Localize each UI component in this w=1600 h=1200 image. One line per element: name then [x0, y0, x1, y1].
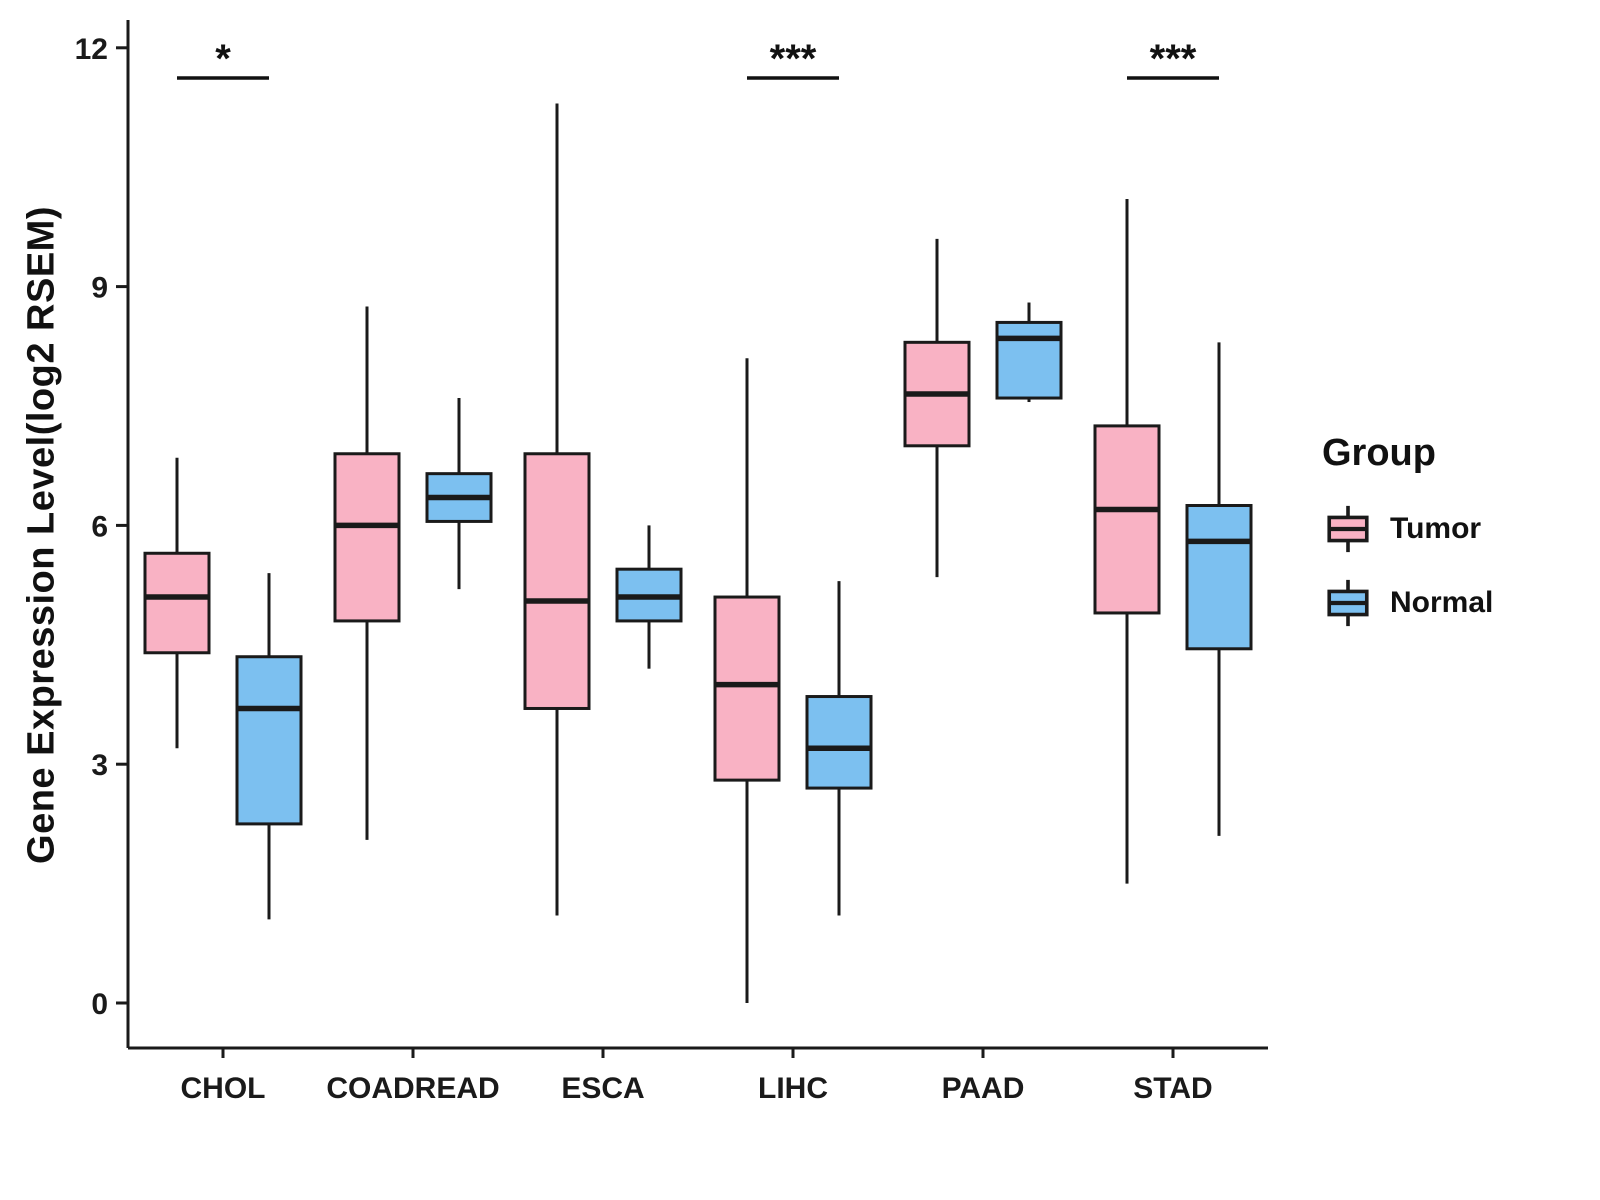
significance-label-chol: *: [215, 37, 231, 81]
legend-entry-tumor: Tumor: [1322, 503, 1493, 555]
significance-label-stad: ***: [1150, 37, 1197, 81]
box-normal-lihc: [805, 695, 873, 790]
legend-entry-normal: Normal: [1322, 577, 1493, 629]
legend-label-normal: Normal: [1390, 586, 1494, 619]
box-tumor-coadread: [333, 452, 401, 623]
box-tumor-esca: [523, 452, 591, 710]
x-tick-label: PAAD: [942, 1072, 1025, 1105]
y-tick-label: 12: [75, 33, 108, 66]
box-tumor-stad: [1093, 424, 1161, 615]
box-normal-stad: [1185, 504, 1253, 651]
y-tick-label: 3: [91, 749, 108, 782]
legend-label-tumor: Tumor: [1390, 512, 1482, 545]
normal-boxplot-glyph: [1327, 579, 1369, 627]
x-tick-label: CHOL: [181, 1072, 266, 1105]
box-tumor-chol: [143, 551, 211, 655]
tumor-boxplot-glyph: [1327, 505, 1369, 553]
x-tick-label: LIHC: [758, 1072, 828, 1105]
y-axis-title: Gene Expression Level(log2 RSEM): [20, 206, 63, 864]
y-tick-label: 6: [91, 510, 108, 543]
box-tumor-lihc: [713, 595, 781, 782]
legend-title: Group: [1322, 432, 1436, 474]
x-tick-label: STAD: [1133, 1072, 1212, 1105]
box-normal-chol: [235, 655, 303, 826]
y-tick-label: 0: [91, 988, 108, 1021]
y-tick-label: 9: [91, 272, 108, 305]
legend: Group Tumor Normal: [1322, 432, 1493, 629]
box-normal-paad: [995, 320, 1063, 400]
significance-label-lihc: ***: [770, 37, 817, 81]
x-tick-label: COADREAD: [326, 1072, 499, 1105]
x-tick-label: ESCA: [561, 1072, 644, 1105]
